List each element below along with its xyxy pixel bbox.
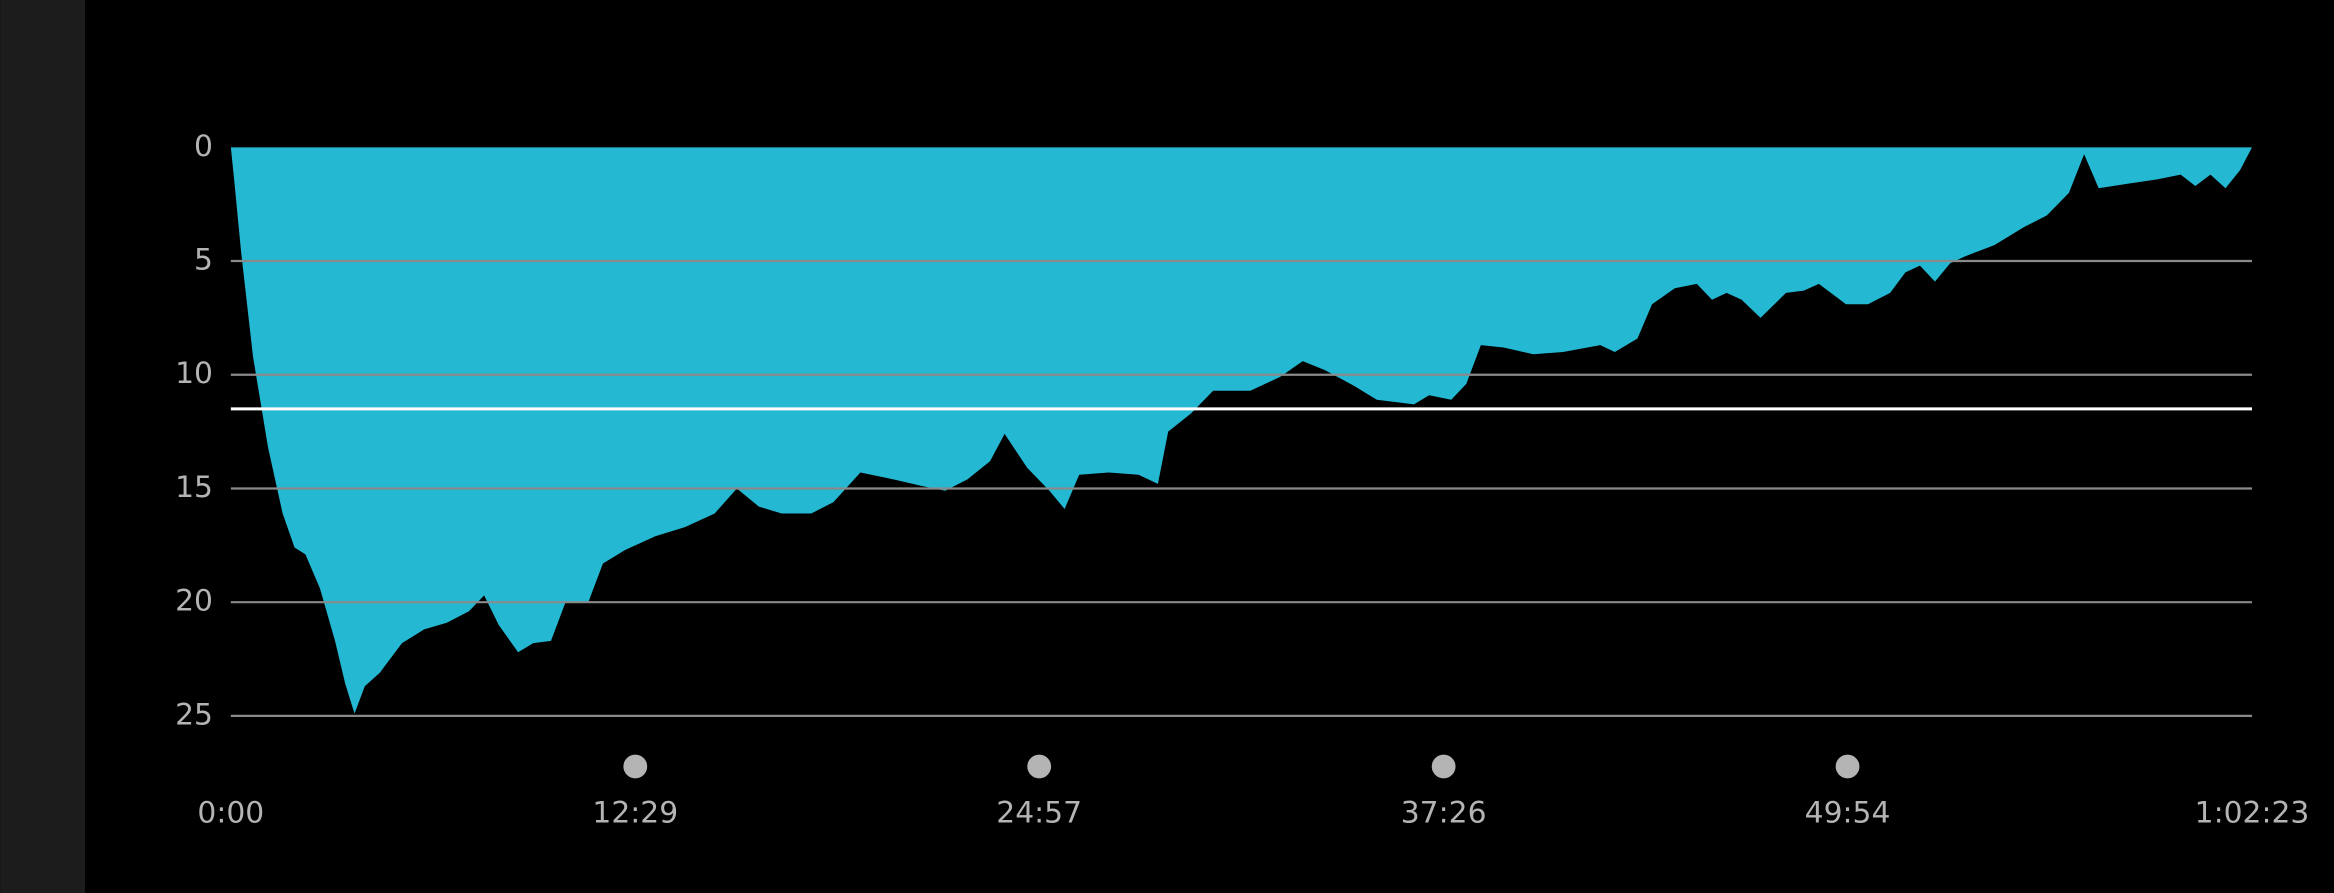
x-tick-label: 0:00: [197, 796, 264, 831]
y-tick-label: 5: [194, 243, 213, 278]
x-tick-label: 1:02:23: [2195, 796, 2310, 831]
x-tick-marker: [1835, 754, 1860, 779]
y-tick-label: 0: [194, 129, 213, 164]
x-tick-marker: [1431, 754, 1456, 779]
x-tick-label: 49:54: [1805, 796, 1891, 831]
depth-area: [230, 147, 2252, 714]
y-tick-label: 15: [175, 470, 213, 505]
x-tick-marker: [1027, 754, 1052, 779]
x-tick-label: 12:29: [592, 796, 678, 831]
y-tick-label: 20: [175, 584, 213, 619]
y-tick-label: 10: [175, 356, 213, 391]
x-tick-label: 37:26: [1401, 796, 1487, 831]
y-tick-label: 25: [175, 697, 213, 732]
x-tick-marker: [623, 754, 648, 779]
side-strip: [0, 0, 85, 893]
x-tick-label: 24:57: [996, 796, 1082, 831]
